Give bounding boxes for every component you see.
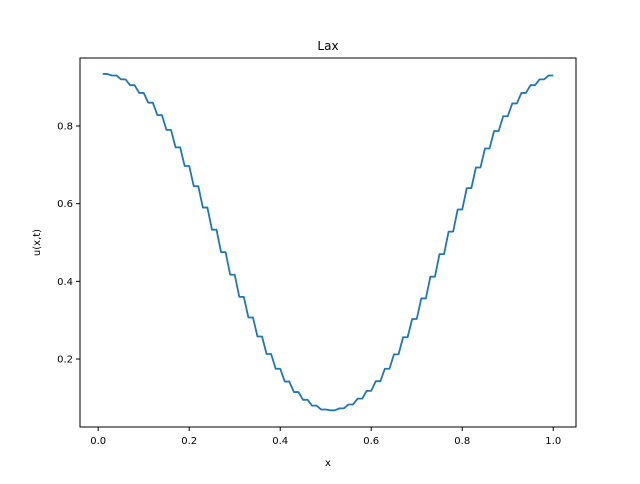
y-axis-label: u(x,t) <box>32 229 43 256</box>
y-tick-label: 0.8 <box>57 121 73 132</box>
x-tick-label: 0.4 <box>272 436 288 447</box>
x-axis-label: x <box>325 458 331 469</box>
axes-frame <box>79 57 577 428</box>
x-tick-label: 0.8 <box>454 436 470 447</box>
plot-area <box>80 58 576 427</box>
y-tick-label: 0.4 <box>57 277 73 288</box>
x-axis-ticks: 0.0 0.2 0.4 0.6 0.8 1.0 <box>90 427 561 447</box>
series-layer <box>102 73 554 412</box>
x-tick-label: 0.6 <box>363 436 379 447</box>
series-line <box>102 73 554 412</box>
x-tick-label: 0.0 <box>90 436 106 447</box>
chart-title: Lax <box>317 39 338 53</box>
y-tick-label: 0.2 <box>57 355 73 366</box>
y-tick-label: 0.6 <box>57 199 73 210</box>
y-axis-ticks: 0.2 0.4 0.6 0.8 <box>57 121 80 366</box>
x-tick-label: 1.0 <box>545 436 561 447</box>
x-tick-label: 0.2 <box>181 436 197 447</box>
